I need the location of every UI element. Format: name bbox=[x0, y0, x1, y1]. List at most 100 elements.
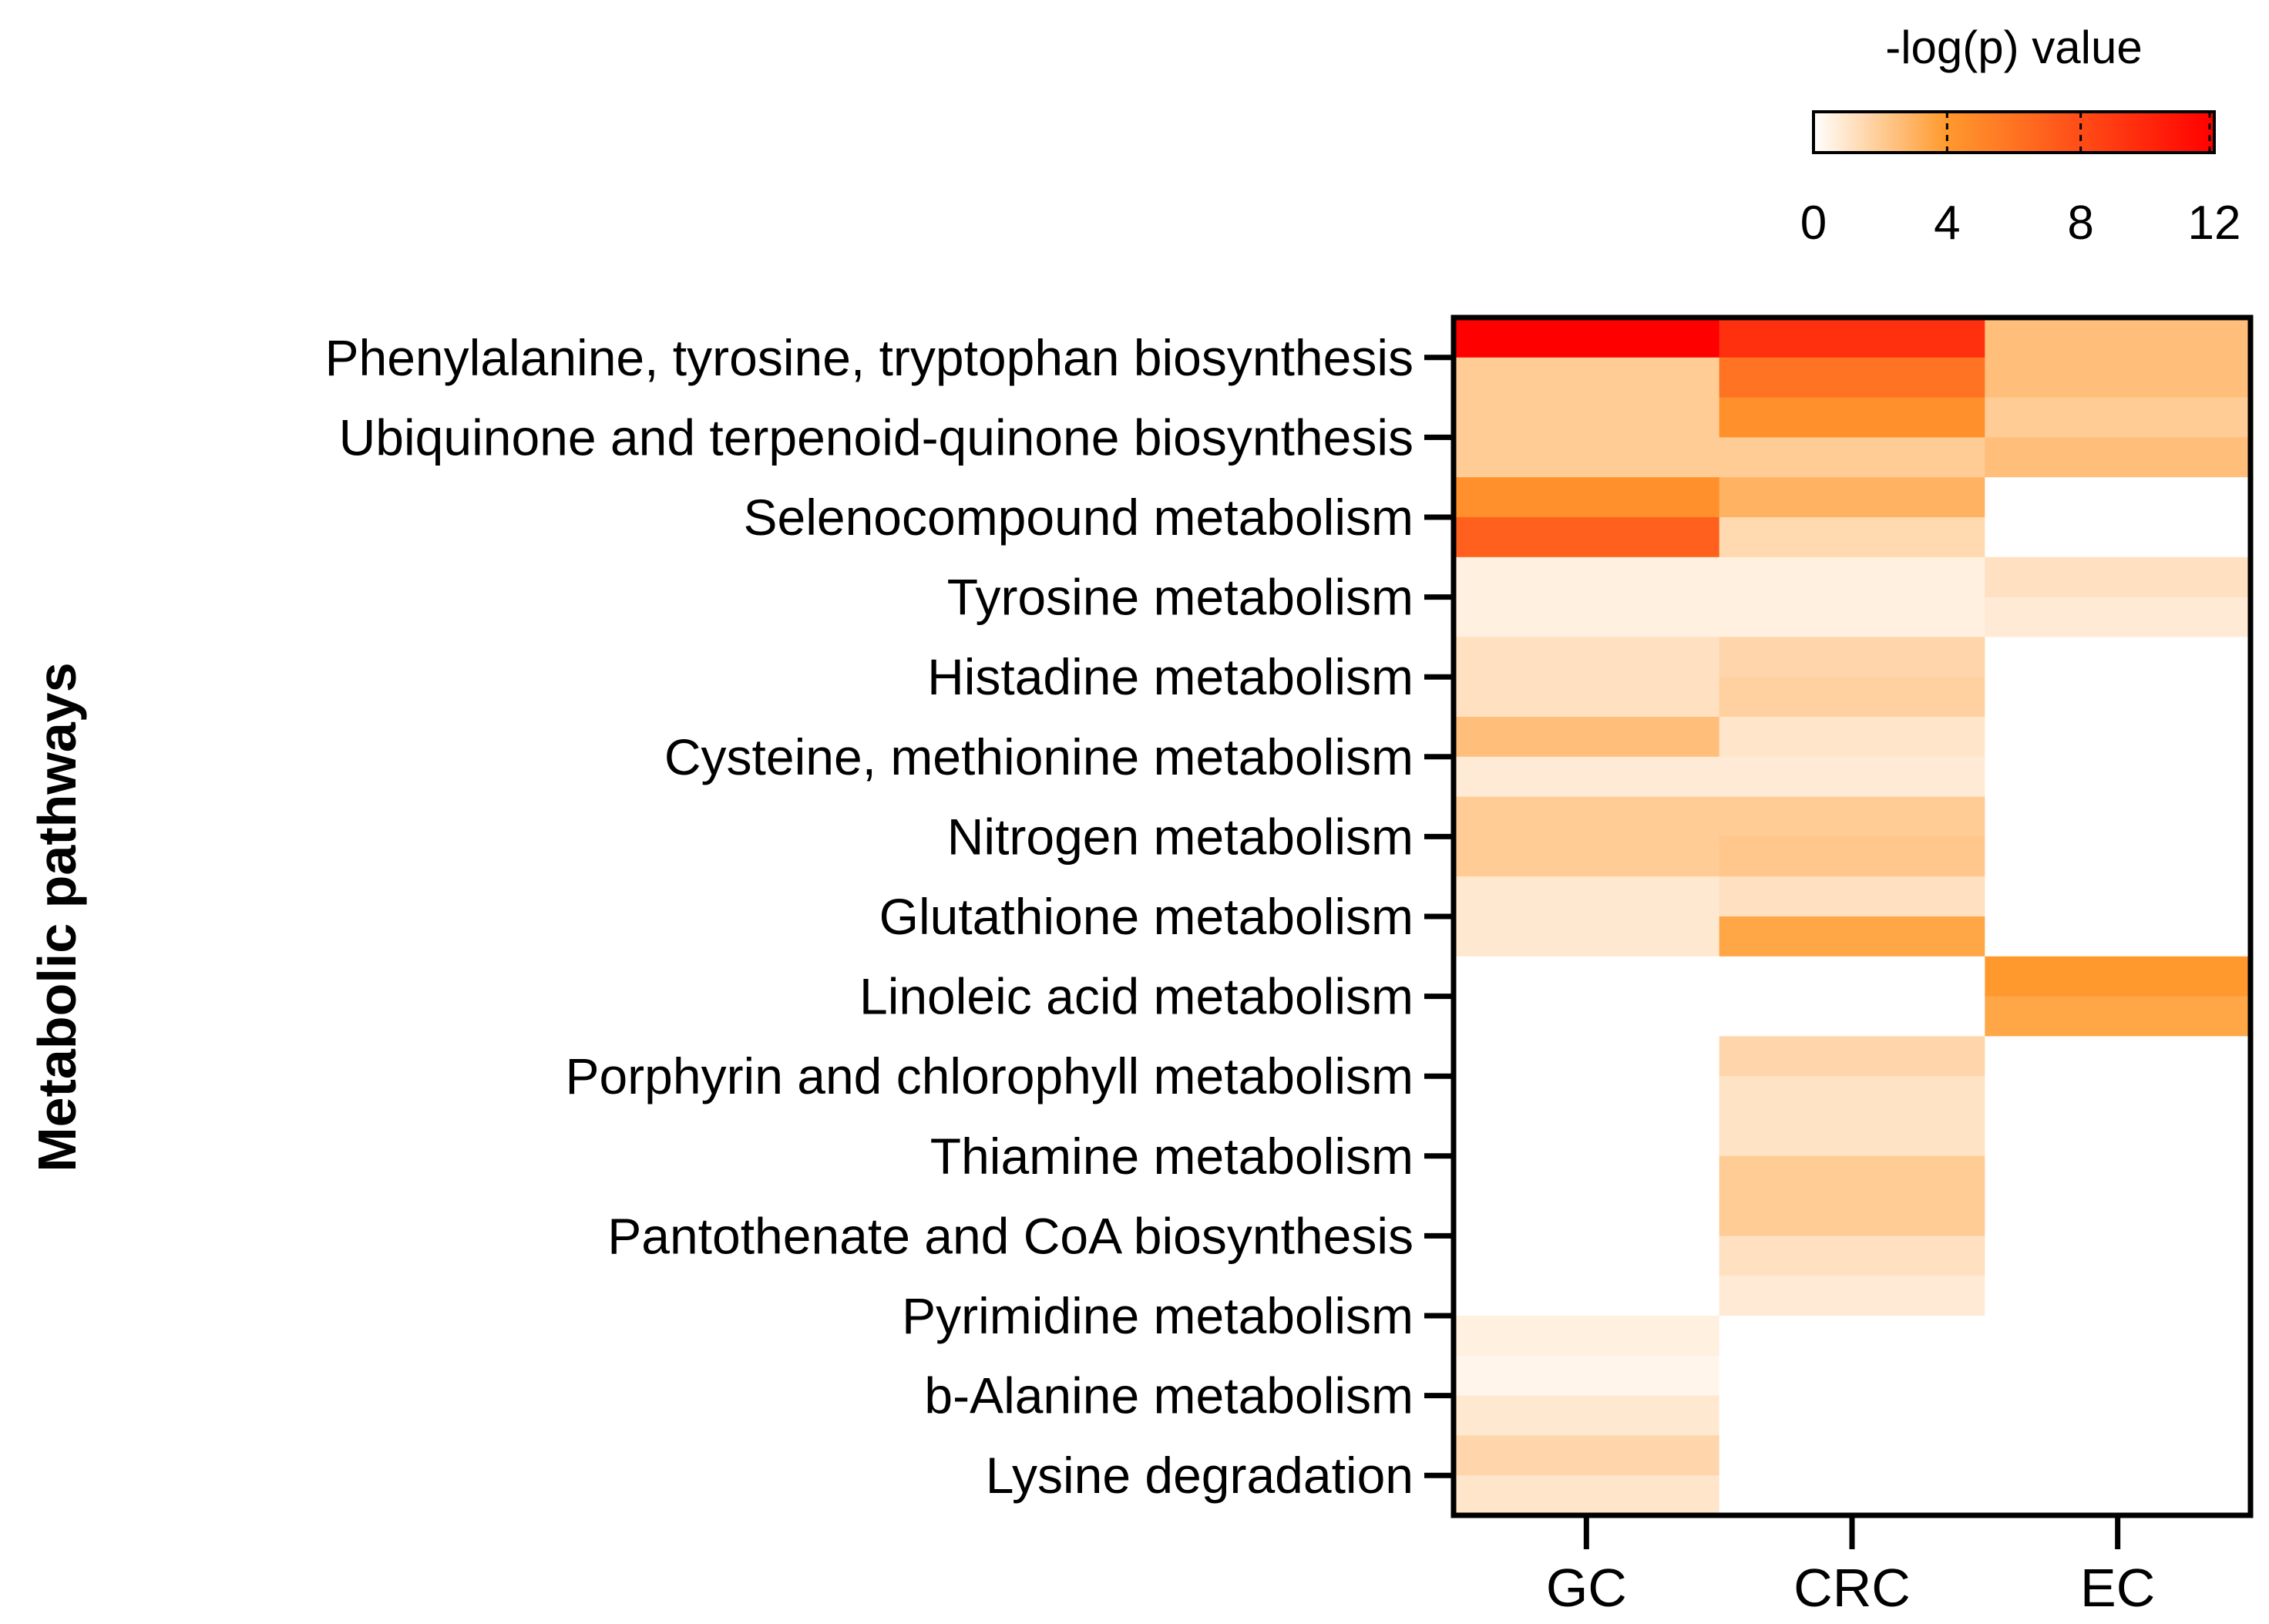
heatmap-cell bbox=[1985, 677, 2251, 718]
row-label: b-Alanine metabolism bbox=[924, 1367, 1414, 1424]
heatmap-cell bbox=[1985, 597, 2251, 637]
colorbar-tick-label: 8 bbox=[2067, 197, 2093, 250]
row-labels: Phenylalanine, tyrosine, tryptophan bios… bbox=[324, 329, 1414, 1504]
heatmap-cell bbox=[1719, 517, 1985, 558]
heatmap-cell bbox=[1719, 956, 1985, 997]
heatmap-cell bbox=[1454, 1195, 1720, 1236]
heatmap-cell bbox=[1719, 1155, 1985, 1197]
heatmap-cell bbox=[1454, 637, 1720, 678]
heatmap-cell bbox=[1985, 1355, 2251, 1397]
heatmap-cell bbox=[1454, 1236, 1720, 1276]
heatmap-cell bbox=[1454, 397, 1720, 438]
heatmap-cell bbox=[1454, 357, 1720, 398]
colorbar-tick-labels: 0 4 8 12 bbox=[1800, 197, 2241, 250]
heatmap-cell bbox=[1719, 437, 1985, 478]
heatmap-cell bbox=[1985, 1236, 2251, 1276]
row-label: Tyrosine metabolism bbox=[947, 569, 1414, 626]
heatmap-cell bbox=[1454, 477, 1720, 518]
heatmap-cell bbox=[1719, 1316, 1985, 1357]
heatmap-cell bbox=[1719, 477, 1985, 518]
heatmap-cell bbox=[1719, 1036, 1985, 1077]
row-label: Cysteine, methionine metabolism bbox=[664, 728, 1414, 785]
heatmap-cell bbox=[1719, 597, 1985, 637]
heatmap-cell bbox=[1985, 1276, 2251, 1316]
heatmap-cell bbox=[1985, 1195, 2251, 1236]
heatmap-cell bbox=[1985, 1036, 2251, 1077]
heatmap-cell bbox=[1719, 756, 1985, 798]
row-label: Porphyrin and chlorophyll metabolism bbox=[565, 1047, 1414, 1105]
heatmap-cell bbox=[1719, 1435, 1985, 1476]
heatmap-cells bbox=[1454, 318, 2251, 1516]
heatmap-cell bbox=[1454, 437, 1720, 478]
heatmap-cell bbox=[1454, 1116, 1720, 1157]
heatmap-cell bbox=[1985, 1076, 2251, 1117]
heatmap-cell bbox=[1985, 1316, 2251, 1357]
heatmap-cell bbox=[1719, 836, 1985, 877]
column-label: EC bbox=[2080, 1558, 2155, 1618]
row-label: Selenocompound metabolism bbox=[743, 489, 1414, 546]
heatmap-cell bbox=[1719, 1076, 1985, 1117]
row-label: Pyrimidine metabolism bbox=[902, 1287, 1414, 1344]
heatmap-cell bbox=[1454, 1076, 1720, 1117]
heatmap-cell bbox=[1454, 1276, 1720, 1316]
heatmap-cell bbox=[1454, 796, 1720, 837]
heatmap-cell bbox=[1985, 357, 2251, 398]
heatmap-cell bbox=[1719, 876, 1985, 917]
y-axis-title: Metabolic pathways bbox=[27, 662, 87, 1172]
heatmap-cell bbox=[1985, 637, 2251, 678]
heatmap-cell bbox=[1985, 318, 2251, 358]
heatmap-cell bbox=[1454, 996, 1720, 1037]
heatmap-cell bbox=[1719, 1395, 1985, 1436]
heatmap-cell bbox=[1985, 556, 2251, 598]
heatmap-cell bbox=[1985, 1155, 2251, 1197]
row-label: Phenylalanine, tyrosine, tryptophan bios… bbox=[324, 329, 1414, 386]
heatmap-cell bbox=[1719, 1116, 1985, 1157]
heatmap-cell bbox=[1454, 1155, 1720, 1197]
heatmap-cell bbox=[1454, 1355, 1720, 1397]
heatmap-cell bbox=[1985, 517, 2251, 558]
heatmap-cell bbox=[1985, 437, 2251, 478]
heatmap-cell bbox=[1985, 796, 2251, 837]
heatmap-cell bbox=[1719, 916, 1985, 957]
heatmap-cell bbox=[1985, 1116, 2251, 1157]
row-label: Ubiquinone and terpenoid-quinone biosynt… bbox=[339, 409, 1414, 466]
colorbar-tick-label: 0 bbox=[1800, 197, 1827, 250]
heatmap-cell bbox=[1719, 677, 1985, 718]
row-label: Histadine metabolism bbox=[927, 648, 1414, 705]
heatmap-cell bbox=[1719, 556, 1985, 598]
row-label: Glutathione metabolism bbox=[879, 888, 1414, 945]
colorbar-legend: -log(p) value 0 4 8 12 bbox=[1800, 22, 2241, 250]
heatmap-cell bbox=[1454, 916, 1720, 957]
heatmap-cell bbox=[1454, 1036, 1720, 1077]
row-label: Nitrogen metabolism bbox=[947, 808, 1414, 865]
heatmap-cell bbox=[1719, 1236, 1985, 1276]
heatmap-cell bbox=[1985, 1395, 2251, 1436]
column-labels: GC CRC EC bbox=[1546, 1558, 2155, 1618]
heatmap-cell bbox=[1985, 956, 2251, 997]
heatmap-cell bbox=[1985, 916, 2251, 957]
heatmap-cell bbox=[1985, 397, 2251, 438]
colorbar-tick-label: 4 bbox=[1934, 197, 1960, 250]
column-label: CRC bbox=[1793, 1558, 1911, 1618]
heatmap-cell bbox=[1985, 477, 2251, 518]
column-label: GC bbox=[1546, 1558, 1627, 1618]
heatmap-cell bbox=[1719, 397, 1985, 438]
heatmap-cell bbox=[1454, 956, 1720, 997]
heatmap-cell bbox=[1454, 677, 1720, 718]
row-label: Thiamine metabolism bbox=[930, 1128, 1414, 1185]
heatmap-cell bbox=[1454, 1435, 1720, 1476]
heatmap-cell bbox=[1719, 1195, 1985, 1236]
heatmap-cell bbox=[1719, 637, 1985, 678]
heatmap-cell bbox=[1454, 556, 1720, 598]
heatmap-cell bbox=[1454, 1316, 1720, 1357]
heatmap-cell bbox=[1454, 517, 1720, 558]
column-ticks bbox=[1583, 1515, 2121, 1549]
heatmap-cell bbox=[1719, 1355, 1985, 1397]
heatmap-cell bbox=[1454, 836, 1720, 877]
heatmap-cell bbox=[1719, 1276, 1985, 1316]
heatmap-cell bbox=[1985, 1435, 2251, 1476]
heatmap-cell bbox=[1719, 357, 1985, 398]
heatmap-cell bbox=[1985, 1475, 2251, 1516]
heatmap-cell bbox=[1985, 836, 2251, 877]
